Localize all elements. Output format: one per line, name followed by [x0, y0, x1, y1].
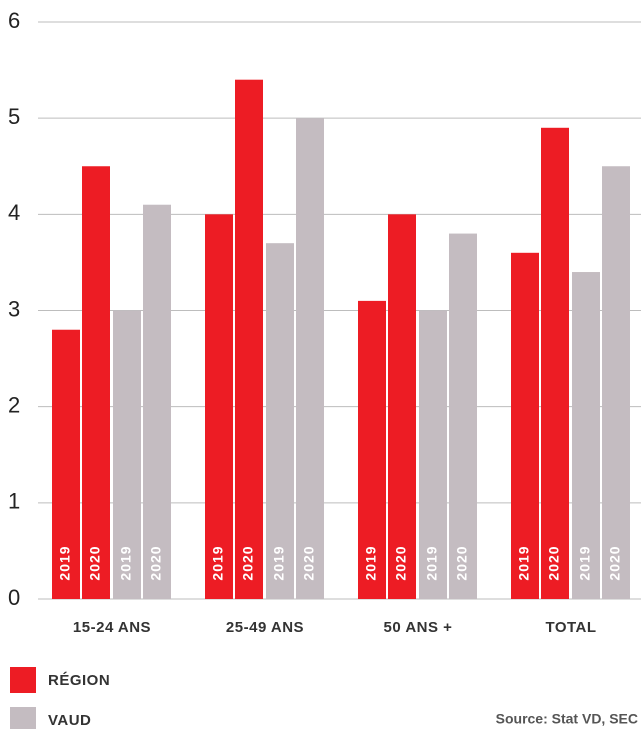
bar — [572, 272, 600, 599]
x-tick-label: 15-24 ANS — [73, 619, 151, 636]
year-label: 2020 — [607, 545, 623, 580]
year-label: 2019 — [210, 545, 226, 580]
legend-label: RÉGION — [48, 672, 110, 689]
y-tick-label: 5 — [8, 104, 20, 129]
year-label: 2020 — [240, 545, 256, 580]
bar — [235, 79, 263, 599]
bar — [419, 310, 447, 599]
y-tick-label: 6 — [8, 8, 20, 33]
bar — [266, 243, 294, 599]
bar — [52, 329, 80, 599]
year-label: 2019 — [57, 545, 73, 580]
bar — [602, 166, 630, 599]
year-label: 2020 — [546, 545, 562, 580]
year-label: 2019 — [363, 545, 379, 580]
bar — [511, 252, 539, 600]
y-tick-label: 1 — [8, 489, 20, 514]
year-label: 2019 — [516, 545, 532, 580]
year-label: 2019 — [271, 545, 287, 580]
legend-label: VAUD — [48, 712, 91, 729]
year-label: 2020 — [393, 545, 409, 580]
year-label: 2020 — [87, 545, 103, 580]
year-label: 2020 — [301, 545, 317, 580]
legend-swatch — [10, 707, 36, 733]
year-label: 2019 — [118, 545, 134, 580]
bar — [113, 310, 141, 599]
bar — [388, 214, 416, 600]
y-tick-label: 0 — [8, 585, 20, 610]
x-tick-label: 25-49 ANS — [226, 619, 304, 636]
bar — [358, 300, 386, 599]
y-tick-label: 2 — [8, 392, 20, 417]
bar — [541, 127, 569, 600]
source: Source: Stat VD, SEC — [496, 711, 638, 727]
bar — [205, 214, 233, 600]
year-label: 2019 — [577, 545, 593, 580]
bar — [449, 233, 477, 600]
year-label: 2020 — [454, 545, 470, 580]
x-tick-label: 50 ANS + — [384, 619, 453, 636]
bar — [296, 118, 324, 600]
bar — [82, 166, 110, 599]
year-label: 2019 — [424, 545, 440, 580]
bar — [143, 204, 171, 599]
y-tick-label: 4 — [8, 200, 20, 225]
x-tick-label: TOTAL — [545, 619, 596, 636]
year-label: 2020 — [148, 545, 164, 580]
legend-swatch — [10, 667, 36, 693]
y-tick-label: 3 — [8, 296, 20, 321]
